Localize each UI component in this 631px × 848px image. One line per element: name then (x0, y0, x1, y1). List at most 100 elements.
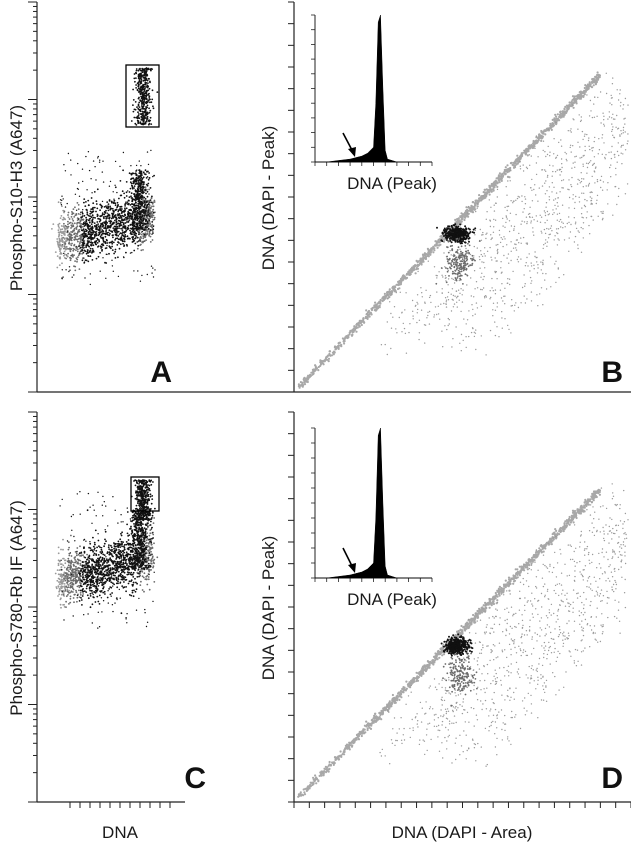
data-point (452, 294, 455, 297)
data-point (446, 270, 449, 273)
data-point (588, 184, 590, 186)
data-point (325, 356, 328, 359)
data-point (622, 108, 624, 110)
data-point (524, 196, 526, 198)
data-point (125, 229, 128, 232)
data-point (136, 230, 139, 233)
data-point (90, 233, 93, 236)
data-point (124, 234, 127, 236)
data-point (589, 233, 591, 235)
panel-a-letter: A (150, 356, 172, 389)
data-point (150, 101, 153, 104)
data-point (509, 212, 512, 214)
data-point (115, 221, 118, 224)
data-point (98, 226, 101, 229)
data-point (124, 205, 126, 207)
data-point (146, 176, 149, 178)
data-point (497, 248, 499, 251)
data-point (611, 145, 613, 148)
data-point (82, 228, 85, 231)
data-point (448, 323, 450, 325)
data-point (480, 305, 482, 307)
data-point (553, 117, 556, 120)
data-point (556, 154, 559, 157)
data-point (64, 228, 66, 231)
data-point (420, 261, 423, 264)
data-point (574, 235, 577, 238)
data-point (485, 354, 487, 356)
data-point (105, 209, 107, 212)
data-point (508, 278, 511, 280)
data-point (78, 195, 81, 197)
data-point (463, 236, 466, 239)
data-point (601, 153, 603, 155)
data-point (622, 126, 625, 129)
data-point (492, 189, 495, 192)
data-point (76, 250, 79, 253)
data-point (57, 223, 60, 226)
data-point (135, 229, 138, 232)
data-point (105, 277, 107, 279)
data-point (567, 104, 571, 107)
data-point (137, 270, 139, 272)
data-point (61, 269, 63, 271)
data-point (119, 243, 122, 246)
data-point (133, 233, 136, 236)
data-point (392, 316, 394, 318)
data-point (126, 221, 128, 223)
data-point (522, 236, 525, 239)
data-point (84, 259, 87, 262)
data-point (612, 113, 614, 116)
data-point (92, 244, 95, 247)
data-point (110, 200, 113, 203)
data-point (517, 156, 520, 159)
data-point (475, 281, 478, 283)
data-point (77, 240, 79, 243)
data-point (596, 78, 599, 81)
data-point (500, 175, 503, 178)
data-point (365, 313, 368, 316)
data-point (130, 195, 132, 198)
data-point (133, 270, 135, 272)
data-point (106, 222, 109, 224)
data-point (114, 186, 117, 189)
data-point (510, 259, 512, 262)
data-point (504, 168, 507, 172)
data-point (356, 326, 359, 329)
data-point (58, 240, 61, 243)
data-point (558, 169, 561, 171)
data-point (141, 85, 144, 88)
data-point (92, 202, 95, 205)
data-point (518, 232, 520, 235)
data-point (94, 217, 96, 219)
data-point (123, 231, 126, 234)
data-point (568, 207, 570, 209)
data-point (108, 185, 111, 187)
data-point (439, 318, 441, 320)
data-point (482, 195, 484, 197)
data-point (578, 179, 580, 182)
data-point (561, 166, 563, 169)
data-point (379, 298, 382, 302)
data-point (106, 227, 109, 229)
data-point (593, 170, 595, 172)
data-point (131, 217, 134, 219)
data-point (144, 198, 147, 200)
data-point (81, 239, 84, 242)
data-point (135, 164, 138, 167)
data-point (137, 211, 140, 214)
data-point (517, 306, 520, 309)
data-point (123, 256, 125, 259)
data-point (301, 385, 304, 388)
data-point (59, 243, 61, 246)
data-point (78, 230, 81, 233)
data-point (583, 178, 585, 180)
data-point (67, 252, 69, 255)
data-point (440, 267, 443, 269)
data-point (555, 192, 558, 194)
data-point (118, 220, 121, 222)
data-point (483, 275, 485, 278)
data-point (524, 265, 527, 267)
data-point (147, 211, 149, 214)
data-point (128, 237, 130, 240)
